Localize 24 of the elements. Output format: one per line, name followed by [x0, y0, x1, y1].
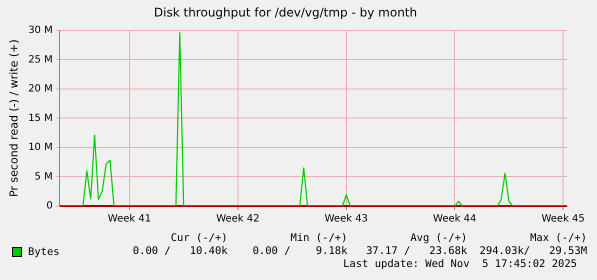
chart-title: Disk throughput for /dev/vg/tmp - by month: [154, 5, 418, 20]
text: Avg (-/+): [409, 232, 468, 245]
y-tick-label: 30 M: [28, 24, 53, 36]
text: Min (-/+): [290, 232, 348, 245]
text: 37.17 / 23.68k: [365, 245, 468, 258]
y-tick-label: 25 M: [28, 54, 53, 66]
y-tick-label: 5 M: [34, 171, 53, 182]
x-tick-label: Week 42: [216, 214, 260, 225]
text: Last update: Wed Nov 5 17:45:02 2025: [342, 258, 578, 270]
text: 0.00 / 9.18k: [252, 245, 348, 258]
text: Max (-/+): [529, 232, 588, 245]
x-tick-label: Week 41: [108, 214, 152, 225]
y-tick-label: 15 M: [28, 112, 53, 124]
x-tick-label: Week 43: [324, 214, 368, 225]
y-tick-label: 0: [46, 200, 53, 212]
y-axis-title: Pr second read (-) / write (+): [7, 39, 20, 198]
x-tick-label: Week 44: [433, 214, 476, 225]
text: 0.00 / 10.40k: [132, 245, 228, 258]
y-tick-label: 20 M: [28, 84, 53, 95]
x-tick-label: Week 45: [541, 214, 585, 225]
text: Cur (-/+): [170, 232, 228, 245]
text: 294.03k/ 29.53M: [478, 245, 588, 258]
y-tick-label: 10 M: [28, 142, 53, 154]
legend-label: Bytes: [28, 246, 60, 258]
